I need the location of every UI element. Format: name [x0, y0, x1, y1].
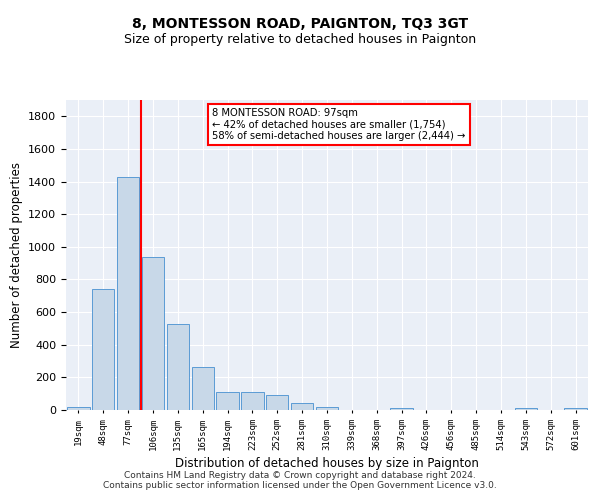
Bar	[92, 290, 115, 410]
Bar	[67, 406, 89, 410]
Text: Size of property relative to detached houses in Paignton: Size of property relative to detached ho…	[124, 32, 476, 46]
Y-axis label: Number of detached properties: Number of detached properties	[10, 162, 23, 348]
Bar	[241, 392, 263, 410]
Bar	[391, 408, 413, 410]
Bar	[266, 396, 289, 410]
X-axis label: Distribution of detached houses by size in Paignton: Distribution of detached houses by size …	[175, 457, 479, 470]
Text: 8 MONTESSON ROAD: 97sqm
← 42% of detached houses are smaller (1,754)
58% of semi: 8 MONTESSON ROAD: 97sqm ← 42% of detache…	[212, 108, 466, 141]
Bar	[217, 392, 239, 410]
Bar	[565, 408, 587, 410]
Bar	[291, 404, 313, 410]
Text: Contains HM Land Registry data © Crown copyright and database right 2024.
Contai: Contains HM Land Registry data © Crown c…	[103, 470, 497, 490]
Bar	[117, 176, 139, 410]
Bar	[167, 324, 189, 410]
Text: 8, MONTESSON ROAD, PAIGNTON, TQ3 3GT: 8, MONTESSON ROAD, PAIGNTON, TQ3 3GT	[132, 18, 468, 32]
Bar	[515, 408, 537, 410]
Bar	[316, 406, 338, 410]
Bar	[191, 367, 214, 410]
Bar	[142, 256, 164, 410]
